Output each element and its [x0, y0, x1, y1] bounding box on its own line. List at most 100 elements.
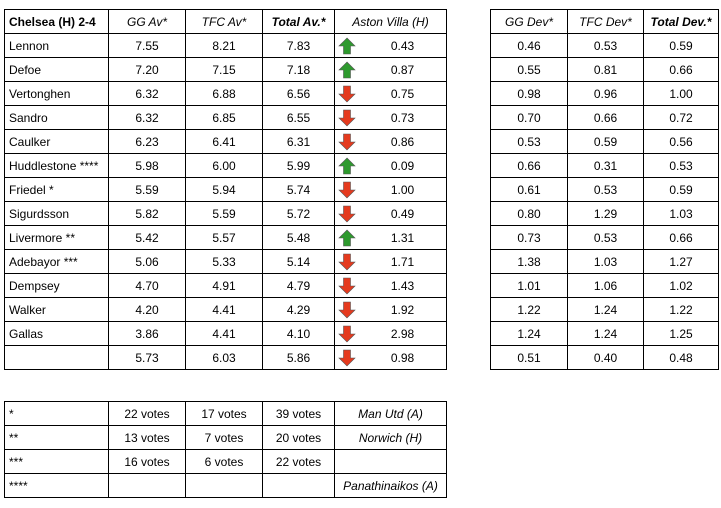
- deviation-row: 0.53 0.59 0.56: [490, 129, 719, 154]
- arrow-down-icon: [338, 349, 356, 367]
- change-value: 0.87: [390, 62, 415, 77]
- total-deviation: 0.59: [643, 177, 719, 202]
- deviation-row: 0.46 0.53 0.59: [490, 33, 719, 58]
- total-deviation: 1.27: [643, 249, 719, 274]
- total-votes: [262, 473, 335, 498]
- deviation-row: 1.38 1.03 1.27: [490, 249, 719, 274]
- player-name: Livermore **: [4, 225, 109, 250]
- gg-average: 4.20: [108, 297, 186, 322]
- tfc-average: 5.57: [185, 225, 263, 250]
- tfc-average: 5.33: [185, 249, 263, 274]
- deviation-row: 0.70 0.66 0.72: [490, 105, 719, 130]
- player-name: Adebayor ***: [4, 249, 109, 274]
- change-value: 0.49: [390, 206, 415, 221]
- arrow-up-icon: [338, 157, 356, 175]
- gg-votes: 22 votes: [108, 401, 186, 426]
- total-average: 5.99: [262, 153, 335, 178]
- footnote-key: ****: [4, 473, 109, 498]
- tfc-average: 6.00: [185, 153, 263, 178]
- opponent-change: 1.92: [334, 297, 447, 322]
- change-value: 1.71: [390, 254, 415, 269]
- gg-deviation: 1.01: [490, 273, 568, 298]
- player-row: Livermore ** 5.42 5.57 5.48 1.31: [4, 225, 447, 250]
- tfc-votes: 7 votes: [185, 425, 263, 450]
- opponent-change: 0.98: [334, 345, 447, 370]
- tfc-average: 8.21: [185, 33, 263, 58]
- ratings-header-row: Chelsea (H) 2-4 GG Av* TFC Av* Total Av.…: [4, 9, 447, 34]
- gg-deviation-header: GG Dev*: [490, 9, 568, 34]
- opponent-change: 1.71: [334, 249, 447, 274]
- tfc-deviation: 1.24: [567, 297, 644, 322]
- deviation-row: 0.51 0.40 0.48: [490, 345, 719, 370]
- gg-average: 5.06: [108, 249, 186, 274]
- total-deviation: 1.00: [643, 81, 719, 106]
- tfc-votes: 6 votes: [185, 449, 263, 474]
- player-row: Defoe 7.20 7.15 7.18 0.87: [4, 57, 447, 82]
- tfc-deviation: 0.66: [567, 105, 644, 130]
- player-row: Vertonghen 6.32 6.88 6.56 0.75: [4, 81, 447, 106]
- change-value: 1.43: [390, 278, 415, 293]
- player-name: Vertonghen: [4, 81, 109, 106]
- gg-deviation: 0.53: [490, 129, 568, 154]
- total-deviation: 1.22: [643, 297, 719, 322]
- gg-average: 5.59: [108, 177, 186, 202]
- change-value: 0.75: [390, 86, 415, 101]
- tfc-votes: 17 votes: [185, 401, 263, 426]
- total-average: 5.74: [262, 177, 335, 202]
- tfc-average: 5.59: [185, 201, 263, 226]
- tfc-deviation: 0.53: [567, 225, 644, 250]
- deviation-row: 1.24 1.24 1.25: [490, 321, 719, 346]
- tfc-deviation: 1.03: [567, 249, 644, 274]
- total-average: 7.83: [262, 33, 335, 58]
- deviation-row: 1.01 1.06 1.02: [490, 273, 719, 298]
- opponent-change: 2.98: [334, 321, 447, 346]
- footnote-key: **: [4, 425, 109, 450]
- arrow-up-icon: [338, 61, 356, 79]
- deviation-header-row: GG Dev* TFC Dev* Total Dev.*: [490, 9, 719, 34]
- votes-row: * 22 votes 17 votes 39 votes Man Utd (A): [4, 401, 447, 426]
- tfc-average: 6.03: [185, 345, 263, 370]
- player-name: Defoe: [4, 57, 109, 82]
- total-deviation: 0.59: [643, 33, 719, 58]
- total-average: 6.31: [262, 129, 335, 154]
- votes-row: ** 13 votes 7 votes 20 votes Norwich (H): [4, 425, 447, 450]
- tfc-average: 4.41: [185, 297, 263, 322]
- arrow-down-icon: [338, 325, 356, 343]
- total-votes: 22 votes: [262, 449, 335, 474]
- change-value: 1.31: [390, 230, 415, 245]
- total-average: 6.56: [262, 81, 335, 106]
- arrow-down-icon: [338, 133, 356, 151]
- player-name: Walker: [4, 297, 109, 322]
- arrow-down-icon: [338, 277, 356, 295]
- total-deviation: 0.72: [643, 105, 719, 130]
- opponent-change: 0.43: [334, 33, 447, 58]
- tfc-deviation: 1.24: [567, 321, 644, 346]
- footnote-key: *: [4, 401, 109, 426]
- change-value: 1.00: [390, 182, 415, 197]
- player-row: Sandro 6.32 6.85 6.55 0.73: [4, 105, 447, 130]
- match-name: Man Utd (A): [334, 401, 447, 426]
- gg-deviation: 0.98: [490, 81, 568, 106]
- arrow-down-icon: [338, 109, 356, 127]
- tfc-deviation: 0.40: [567, 345, 644, 370]
- arrow-up-icon: [338, 229, 356, 247]
- gg-deviation: 0.46: [490, 33, 568, 58]
- tfc-average: 4.41: [185, 321, 263, 346]
- total-votes: 39 votes: [262, 401, 335, 426]
- total-deviation: 1.03: [643, 201, 719, 226]
- tfc-average: 5.94: [185, 177, 263, 202]
- opponent-change: 0.49: [334, 201, 447, 226]
- arrow-down-icon: [338, 181, 356, 199]
- match-title: Chelsea (H) 2-4: [4, 9, 109, 34]
- gg-deviation: 0.55: [490, 57, 568, 82]
- match-name: Panathinaikos (A): [334, 473, 447, 498]
- total-average: 5.48: [262, 225, 335, 250]
- deviation-row: 0.61 0.53 0.59: [490, 177, 719, 202]
- gg-deviation: 1.38: [490, 249, 568, 274]
- player-row: Caulker 6.23 6.41 6.31 0.86: [4, 129, 447, 154]
- tfc-average: 6.88: [185, 81, 263, 106]
- player-name: Sigurdsson: [4, 201, 109, 226]
- tfc-average: 7.15: [185, 57, 263, 82]
- player-row: 5.73 6.03 5.86 0.98: [4, 345, 447, 370]
- deviation-table: GG Dev* TFC Dev* Total Dev.* 0.46 0.53 0.5…: [490, 9, 719, 370]
